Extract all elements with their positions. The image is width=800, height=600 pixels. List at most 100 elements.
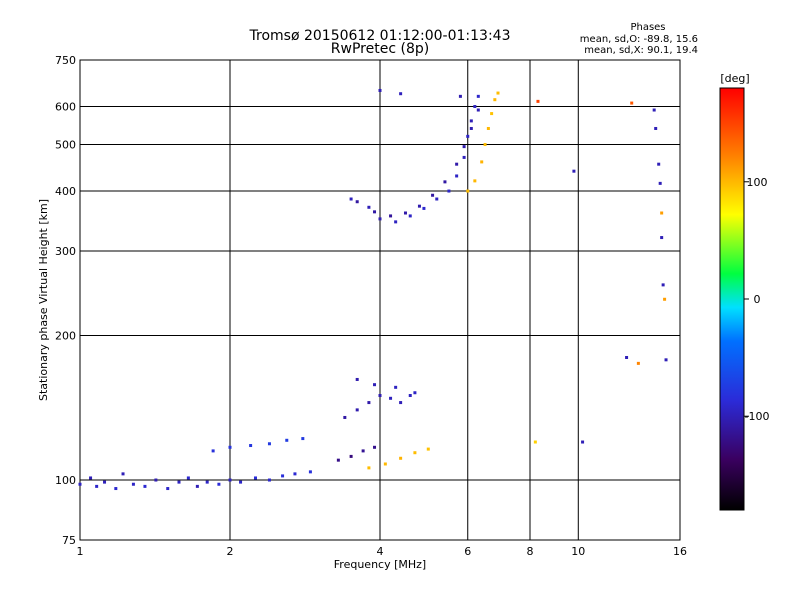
- data-point: [458, 94, 462, 98]
- data-point: [661, 283, 665, 287]
- y-ticks: 75 100 200 300 400 500 600 750: [55, 54, 76, 547]
- data-point: [143, 484, 147, 488]
- data-point: [228, 478, 232, 482]
- data-point: [121, 472, 125, 476]
- y-tick-label: 500: [55, 139, 76, 152]
- data-point: [581, 440, 585, 444]
- data-point: [355, 200, 359, 204]
- title-group: Tromsø 20150612 01:12:00-01:13:43 RwPret…: [249, 28, 511, 57]
- data-point: [625, 355, 629, 359]
- data-point: [394, 220, 398, 224]
- data-point: [367, 401, 371, 405]
- data-point: [285, 438, 289, 442]
- data-point: [455, 174, 459, 178]
- data-point: [336, 458, 340, 462]
- data-point: [476, 108, 480, 112]
- data-point: [658, 181, 662, 185]
- data-point: [462, 145, 466, 149]
- gridlines: [80, 60, 680, 540]
- data-point: [367, 466, 371, 470]
- data-point: [267, 478, 271, 482]
- data-point: [373, 445, 377, 449]
- y-tick-label: 750: [55, 54, 76, 67]
- colorbar: [719, 87, 745, 511]
- data-point: [217, 482, 221, 486]
- y-axis-label: Stationary phase Virtual Height [km]: [37, 199, 50, 401]
- data-point: [435, 197, 439, 201]
- data-point: [89, 476, 93, 480]
- data-point: [239, 480, 243, 484]
- data-point: [572, 169, 576, 173]
- data-point: [349, 454, 353, 458]
- data-point: [630, 101, 634, 105]
- data-point: [447, 189, 451, 193]
- x-tick-label: 2: [227, 545, 234, 558]
- chart-title: Tromsø 20150612 01:12:00-01:13:43: [249, 28, 511, 44]
- data-point: [422, 206, 426, 210]
- data-point: [426, 447, 430, 451]
- data-point: [249, 444, 253, 448]
- colorbar-tick-label: 0: [754, 293, 761, 306]
- data-point: [476, 94, 480, 98]
- data-point: [652, 108, 656, 112]
- colorbar-tick-label: 100: [747, 176, 768, 189]
- data-point: [103, 480, 107, 484]
- data-point: [373, 210, 377, 214]
- data-point: [355, 408, 359, 412]
- data-point: [267, 442, 271, 446]
- data-point: [95, 484, 99, 488]
- data-point: [131, 482, 135, 486]
- data-point: [253, 476, 257, 480]
- data-point: [443, 180, 447, 184]
- data-point: [361, 449, 365, 453]
- phases-x-line: mean, sd,X: 90.1, 19.4: [584, 45, 698, 56]
- data-point: [367, 205, 371, 209]
- x-tick-label: 8: [527, 545, 534, 558]
- data-point: [536, 99, 540, 103]
- data-point: [473, 105, 477, 109]
- data-point: [462, 155, 466, 159]
- colorbar-tick-label: -100: [745, 410, 770, 423]
- y-tick-label: 400: [55, 185, 76, 198]
- data-point: [378, 217, 382, 221]
- data-point: [660, 211, 664, 215]
- colorbar-ticks: 100 0 -100: [744, 176, 769, 423]
- data-point: [211, 449, 215, 453]
- data-point: [394, 385, 398, 389]
- data-point: [195, 484, 199, 488]
- colorbar-label: [deg]: [720, 72, 749, 85]
- data-point: [349, 197, 353, 201]
- data-point: [343, 415, 347, 419]
- data-point: [154, 478, 158, 482]
- data-point: [166, 487, 170, 491]
- data-point: [378, 88, 382, 92]
- data-point: [383, 462, 387, 466]
- data-point: [378, 394, 382, 398]
- data-point: [301, 437, 305, 441]
- data-point: [455, 162, 459, 166]
- data-point: [417, 204, 421, 208]
- data-point: [228, 445, 232, 449]
- y-tick-label: 200: [55, 330, 76, 343]
- data-point: [355, 377, 359, 381]
- data-point: [486, 126, 490, 130]
- data-point: [403, 211, 407, 215]
- data-point: [469, 126, 473, 130]
- data-points: [78, 88, 668, 491]
- data-point: [293, 472, 297, 476]
- x-tick-label: 10: [571, 545, 585, 558]
- x-tick-label: 1: [77, 545, 84, 558]
- x-tick-label: 16: [673, 545, 687, 558]
- data-point: [114, 487, 118, 491]
- data-point: [473, 179, 477, 183]
- y-tick-label: 100: [55, 474, 76, 487]
- data-point: [654, 126, 658, 130]
- x-axis-label: Frequency [MHz]: [334, 558, 426, 571]
- data-point: [413, 451, 417, 455]
- data-point: [399, 456, 403, 460]
- data-point: [496, 91, 500, 95]
- data-point: [493, 98, 497, 102]
- data-point: [78, 482, 82, 486]
- data-point: [389, 396, 393, 400]
